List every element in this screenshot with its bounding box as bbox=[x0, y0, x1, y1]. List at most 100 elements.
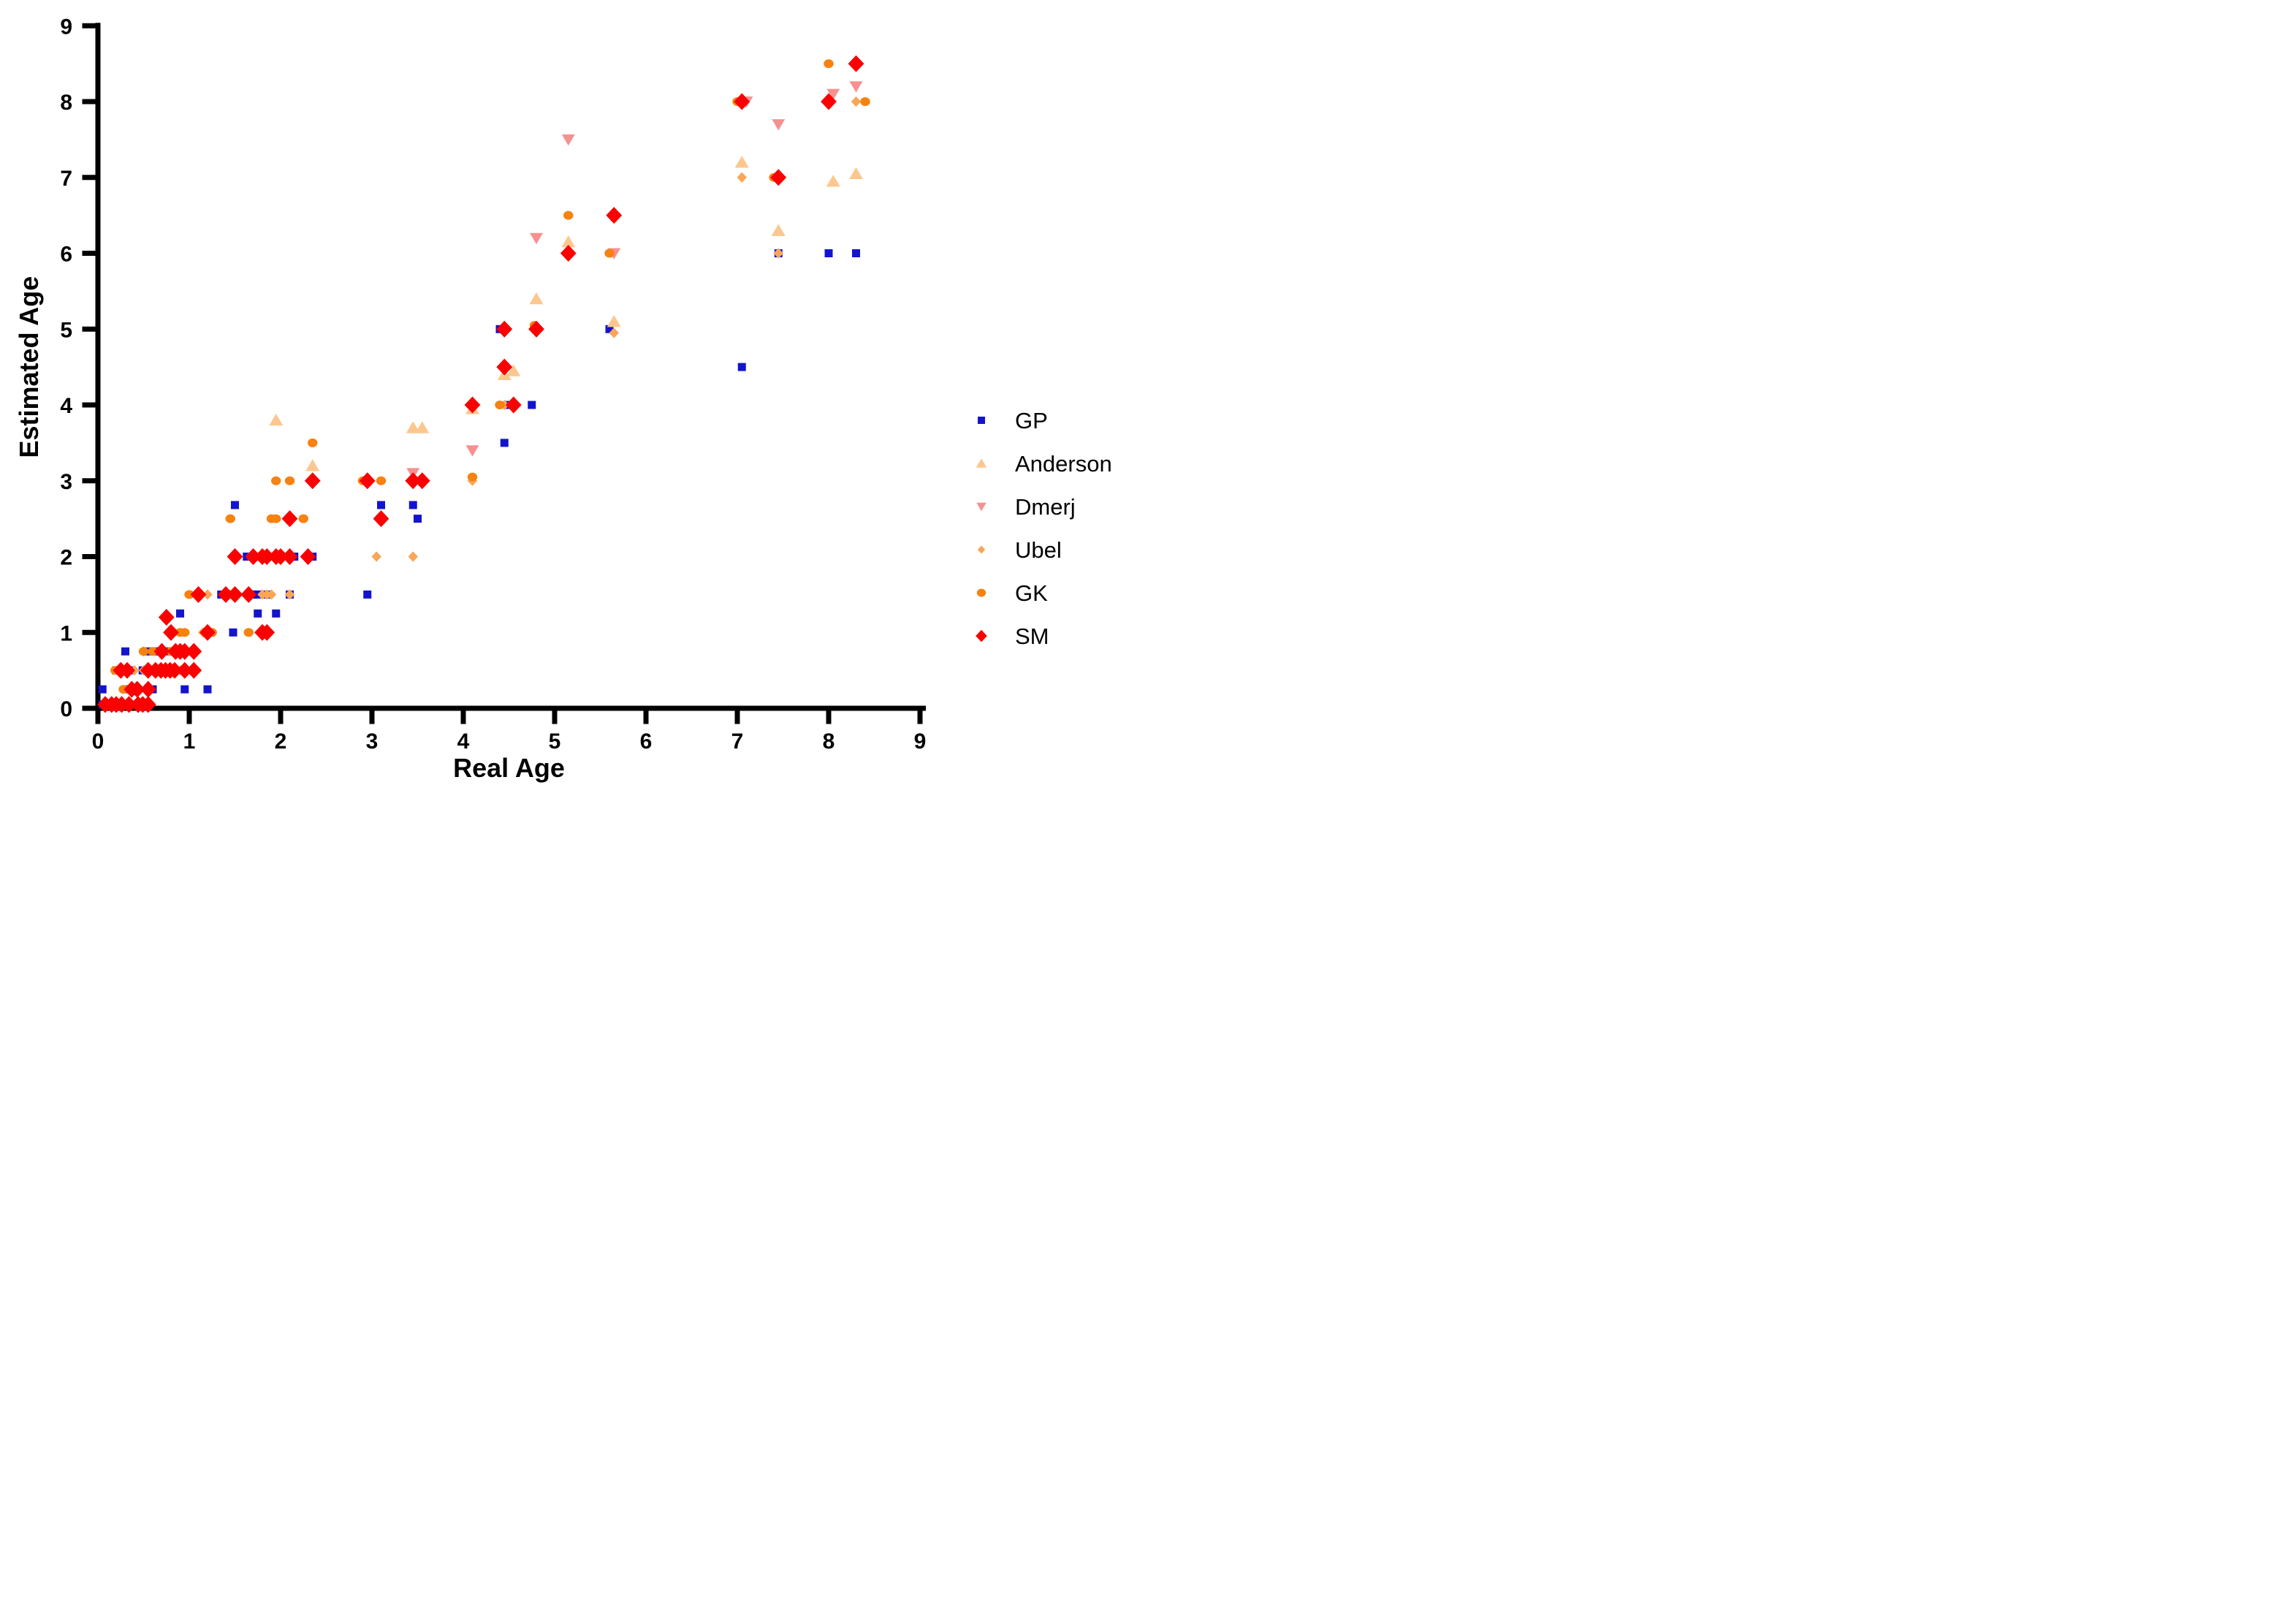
point-GP bbox=[500, 439, 509, 447]
point-Ubel bbox=[284, 589, 295, 600]
point-SM bbox=[304, 472, 321, 490]
point-SM bbox=[186, 642, 202, 660]
point-Ubel bbox=[851, 96, 862, 107]
point-Dmerj bbox=[826, 88, 840, 100]
point-Ubel bbox=[737, 172, 748, 183]
y-tick-label: 4 bbox=[60, 394, 72, 418]
x-tick-label: 2 bbox=[275, 729, 287, 754]
x-tick-label: 3 bbox=[366, 729, 379, 754]
point-SM bbox=[186, 662, 202, 679]
x-tick-label: 9 bbox=[914, 729, 927, 754]
point-Dmerj bbox=[772, 119, 786, 131]
point-SM bbox=[121, 696, 137, 713]
point-GK bbox=[271, 476, 281, 485]
point-GK bbox=[376, 476, 387, 485]
point-GK bbox=[225, 514, 235, 523]
y-tick-label: 5 bbox=[60, 318, 72, 342]
point-GP bbox=[121, 647, 129, 656]
point-SM bbox=[405, 472, 422, 490]
point-Dmerj bbox=[561, 134, 575, 146]
point-Anderson bbox=[771, 224, 786, 236]
point-Anderson bbox=[826, 175, 840, 187]
point-GK bbox=[563, 211, 574, 220]
legend-marker-GK bbox=[976, 588, 987, 597]
legend-label-SM: SM bbox=[1015, 623, 1049, 649]
point-GP bbox=[203, 685, 212, 694]
legend-marker-GP bbox=[978, 417, 985, 424]
point-GP bbox=[737, 363, 746, 371]
scatter-plot-page: 0 1 2 3 4 5 6 7 8 9 0 1 2 3 4 5 6 7 8 9 Real Age Estimated Ag… bbox=[0, 0, 1148, 806]
point-GP bbox=[605, 325, 614, 333]
point-GP bbox=[414, 515, 422, 523]
point-GK bbox=[308, 438, 318, 447]
x-tick-label: 6 bbox=[640, 729, 653, 754]
point-Ubel bbox=[202, 589, 213, 600]
y-tick-label: 9 bbox=[60, 15, 72, 39]
point-GK bbox=[604, 249, 615, 258]
point-SM bbox=[119, 662, 135, 679]
point-GK bbox=[495, 401, 505, 409]
point-Anderson bbox=[607, 315, 621, 327]
point-SM bbox=[281, 510, 298, 528]
y-tick-label: 0 bbox=[60, 697, 72, 721]
point-GP bbox=[363, 590, 372, 599]
point-SM bbox=[821, 93, 837, 110]
point-SM bbox=[227, 547, 243, 566]
x-axis-title: Real Age bbox=[453, 753, 565, 783]
point-GK bbox=[298, 514, 308, 523]
point-GK bbox=[243, 628, 254, 637]
legend-label-Dmerj: Dmerj bbox=[1015, 494, 1076, 520]
point-SM bbox=[240, 585, 257, 603]
legend-marker-Dmerj bbox=[976, 502, 987, 512]
point-Anderson bbox=[506, 364, 521, 376]
x-tick-label: 5 bbox=[549, 729, 561, 754]
point-GK bbox=[184, 590, 194, 599]
x-tick-label: 7 bbox=[731, 729, 744, 754]
y-tick-label: 3 bbox=[60, 470, 72, 494]
x-tick-label: 8 bbox=[823, 729, 835, 754]
point-SM bbox=[158, 608, 175, 626]
point-SM bbox=[259, 547, 275, 566]
point-SM bbox=[218, 585, 234, 603]
point-Dmerj bbox=[849, 81, 863, 93]
point-SM bbox=[167, 662, 183, 679]
point-SM bbox=[140, 696, 156, 713]
legend-marker-Anderson bbox=[976, 458, 987, 468]
point-GK bbox=[180, 628, 190, 637]
point-GP bbox=[176, 609, 184, 618]
point-Anderson bbox=[734, 156, 749, 168]
point-GK bbox=[467, 472, 478, 482]
point-SM bbox=[140, 681, 156, 698]
point-GP bbox=[231, 501, 239, 509]
point-GK bbox=[824, 59, 834, 69]
point-SM bbox=[734, 93, 750, 110]
y-tick-label: 6 bbox=[60, 243, 72, 267]
point-SM bbox=[273, 547, 289, 566]
point-SM bbox=[129, 681, 145, 698]
point-SM bbox=[300, 547, 316, 566]
point-Ubel bbox=[266, 589, 277, 600]
point-GP bbox=[824, 249, 833, 257]
point-SM bbox=[496, 320, 513, 338]
point-SM bbox=[259, 623, 275, 641]
point-SM bbox=[606, 207, 623, 224]
point-GK bbox=[138, 647, 149, 656]
point-SM bbox=[464, 396, 481, 414]
point-SM bbox=[414, 472, 430, 490]
point-SM bbox=[153, 642, 170, 660]
point-Ubel bbox=[408, 551, 419, 562]
point-Anderson bbox=[848, 167, 864, 180]
point-SM bbox=[505, 396, 522, 414]
point-Anderson bbox=[269, 413, 284, 426]
point-SM bbox=[373, 510, 389, 528]
point-Ubel bbox=[371, 551, 382, 562]
point-Anderson bbox=[529, 292, 544, 305]
point-Anderson bbox=[305, 459, 320, 471]
point-GP bbox=[528, 401, 536, 409]
point-SM bbox=[359, 472, 376, 490]
point-GP bbox=[408, 501, 417, 509]
point-GK bbox=[148, 647, 158, 656]
point-Anderson bbox=[561, 235, 576, 248]
point-SM bbox=[176, 642, 193, 660]
point-SM bbox=[176, 662, 193, 679]
